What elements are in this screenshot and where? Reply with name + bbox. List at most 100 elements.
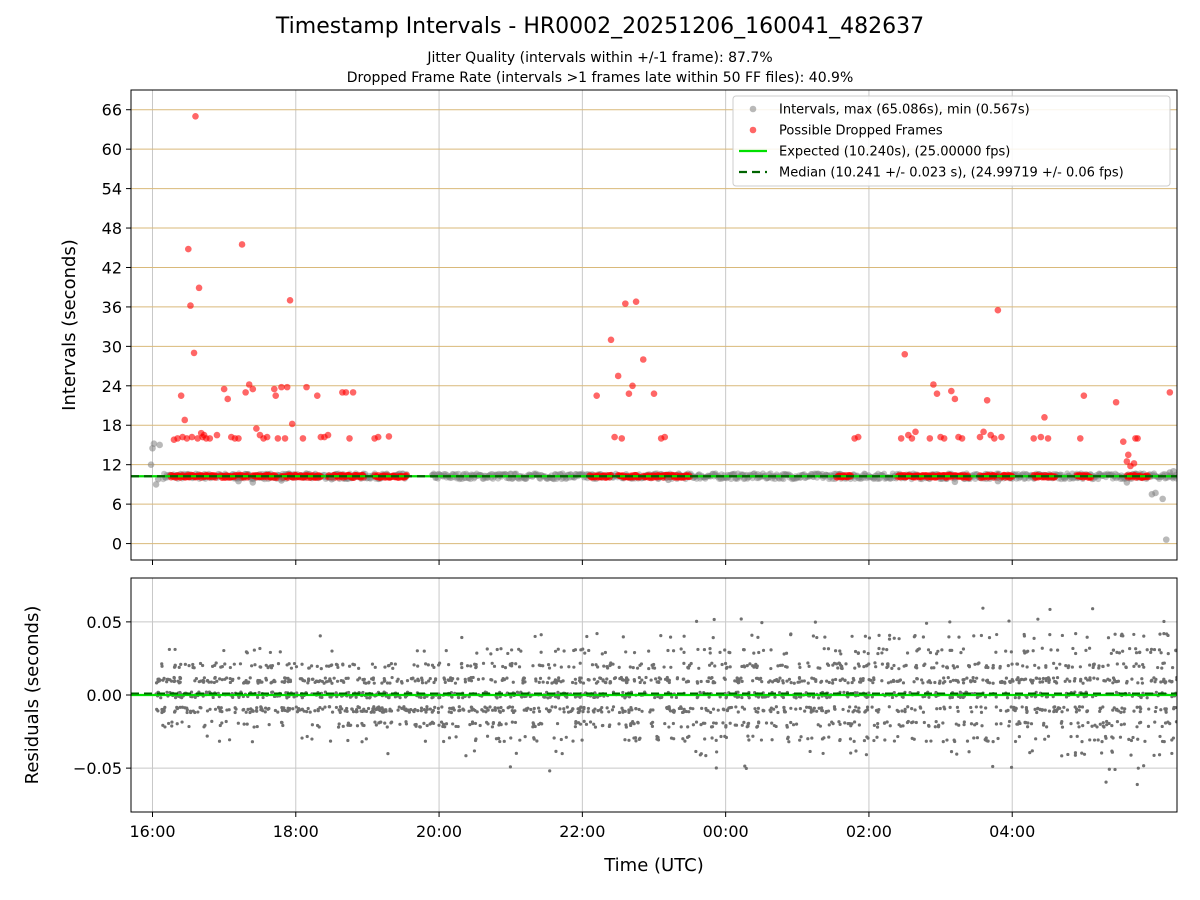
residual-point xyxy=(245,722,249,726)
residual-point xyxy=(838,737,842,742)
residual-point xyxy=(825,679,829,683)
residual-point xyxy=(852,739,856,743)
residual-point xyxy=(706,709,710,713)
residual-point xyxy=(778,676,782,680)
residual-point xyxy=(761,648,766,652)
residual-point xyxy=(462,708,466,712)
residual-point xyxy=(951,678,955,682)
residual-point xyxy=(1068,679,1072,683)
residual-point xyxy=(655,737,659,741)
residual-point xyxy=(547,666,552,670)
residual-point xyxy=(785,665,789,669)
residual-point xyxy=(559,680,563,684)
residual-point xyxy=(861,678,865,683)
residual-point xyxy=(336,665,340,670)
residual-point xyxy=(952,666,956,670)
residual-point xyxy=(424,710,428,714)
residual-point xyxy=(581,681,586,685)
residual-point xyxy=(1142,665,1146,669)
residual-point xyxy=(650,663,654,667)
residual-point xyxy=(505,676,509,680)
residual-point xyxy=(553,663,557,667)
residual-point xyxy=(443,680,447,684)
residual-point xyxy=(708,646,712,651)
residual-point xyxy=(1152,753,1156,757)
dropped-frame-point xyxy=(278,383,285,391)
residual-point xyxy=(937,681,942,685)
residual-point xyxy=(740,695,744,700)
residual-point xyxy=(207,680,211,684)
residual-point xyxy=(355,724,360,728)
residual-point xyxy=(1026,725,1030,729)
residual-point xyxy=(1009,650,1013,654)
residual-point xyxy=(770,738,774,742)
residual-point xyxy=(1132,709,1136,713)
residual-point xyxy=(443,725,447,729)
interval-point xyxy=(972,475,979,482)
residual-point xyxy=(867,636,872,640)
residual-point xyxy=(890,695,895,700)
residual-point xyxy=(928,650,933,655)
dropped-frame-point xyxy=(933,390,941,397)
residual-point xyxy=(593,691,597,695)
residual-point xyxy=(880,662,885,666)
residual-point xyxy=(558,707,562,711)
residual-point xyxy=(228,677,232,681)
residual-point xyxy=(942,676,946,680)
residual-point xyxy=(359,709,363,713)
residual-point xyxy=(231,677,235,681)
interval-point xyxy=(480,475,487,482)
residual-point xyxy=(309,664,314,668)
residual-point xyxy=(426,663,430,667)
residual-point xyxy=(425,707,429,711)
residual-point xyxy=(757,650,761,655)
residual-point xyxy=(1038,707,1042,711)
interval-point xyxy=(731,470,738,477)
residual-point xyxy=(419,695,423,699)
interval-point xyxy=(513,470,520,477)
residual-point xyxy=(941,721,945,725)
residual-point xyxy=(1157,648,1162,652)
residual-point xyxy=(948,705,952,709)
residual-point xyxy=(244,710,248,714)
residual-point xyxy=(651,720,655,724)
residual-point xyxy=(1022,634,1027,638)
residual-point xyxy=(241,708,245,712)
residual-point xyxy=(608,663,612,668)
residual-point xyxy=(812,706,816,710)
residual-point xyxy=(777,691,782,695)
residual-point xyxy=(498,739,502,744)
residual-point xyxy=(797,676,802,681)
residual-point xyxy=(1017,720,1021,724)
residual-point xyxy=(742,664,746,668)
residual-point xyxy=(980,724,984,728)
residual-point xyxy=(160,710,164,715)
residual-point xyxy=(491,721,495,726)
residual-point xyxy=(1053,705,1057,709)
residual-point xyxy=(962,720,966,724)
residual-point xyxy=(380,681,384,685)
residual-point xyxy=(979,710,984,714)
residual-point xyxy=(191,665,195,670)
residual-point xyxy=(754,662,758,666)
residual-point xyxy=(385,681,390,685)
residual-point xyxy=(346,723,350,727)
dropped-frame-point xyxy=(342,389,350,396)
interval-point xyxy=(791,475,798,482)
residual-point xyxy=(321,707,325,711)
residual-point xyxy=(926,648,931,652)
residual-point xyxy=(684,680,689,684)
residual-point xyxy=(742,648,746,652)
residual-point xyxy=(228,665,232,670)
residual-point xyxy=(307,666,311,670)
residual-point xyxy=(700,706,704,710)
dropped-frame-point xyxy=(195,284,203,292)
residual-point xyxy=(437,661,442,665)
residual-point xyxy=(531,721,535,725)
residual-point xyxy=(865,735,869,739)
residual-point xyxy=(198,661,203,666)
residual-point xyxy=(610,708,615,712)
residual-point xyxy=(170,720,174,724)
residual-point xyxy=(866,651,870,656)
residual-point xyxy=(404,722,409,726)
